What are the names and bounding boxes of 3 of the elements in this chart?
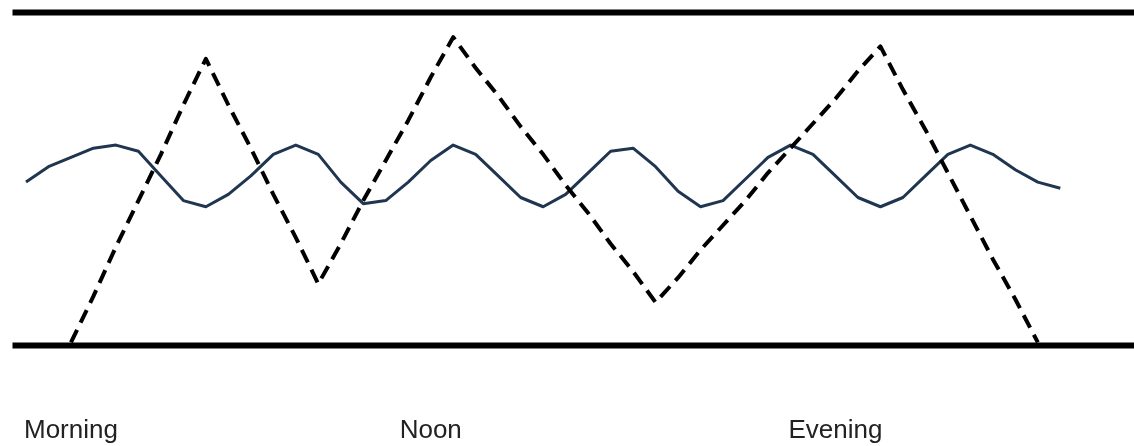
x-tick-label: Evening — [788, 413, 883, 444]
x-tick-label: Noon — [399, 413, 462, 444]
x-tick-label: Morning — [23, 413, 118, 444]
